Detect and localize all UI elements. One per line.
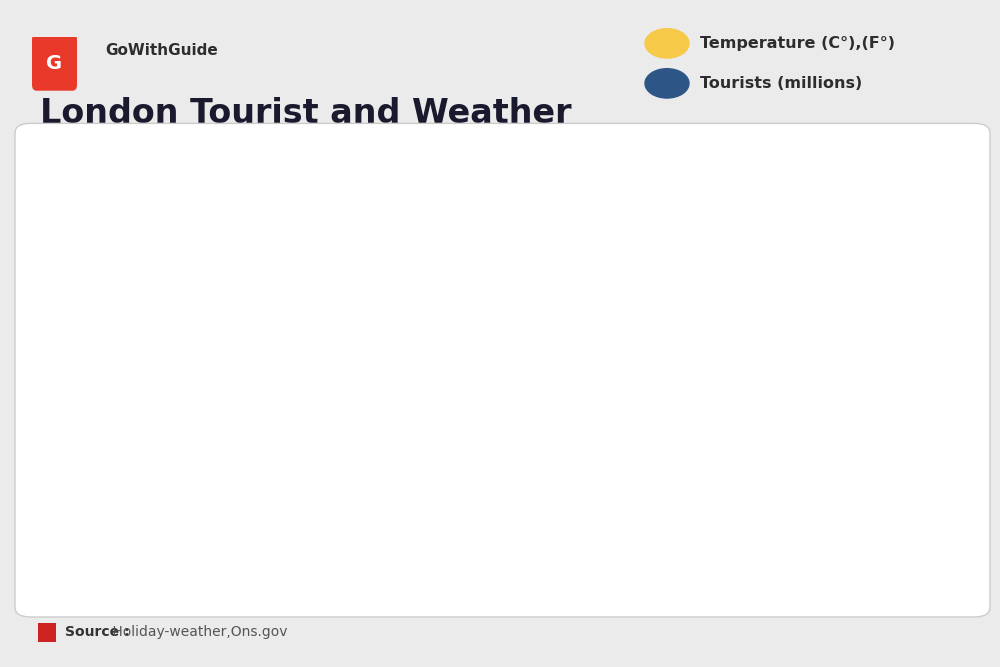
Bar (509, 277, 544, 564)
Text: GoWithGuide: GoWithGuide (105, 43, 218, 57)
Text: London Tourist and Weather: London Tourist and Weather (40, 97, 572, 129)
Text: Temperature (C°),(F°): Temperature (C°),(F°) (700, 36, 895, 51)
Bar (383, 334, 417, 564)
Bar (319, 340, 354, 564)
Bar (573, 271, 607, 564)
Y-axis label: Tourists (millions): Tourists (millions) (912, 305, 927, 439)
Bar (129, 390, 164, 564)
Text: Source :: Source : (65, 626, 130, 639)
Bar (256, 348, 291, 564)
Bar (636, 348, 671, 564)
Text: Tourists (millions): Tourists (millions) (700, 76, 862, 91)
Bar (763, 354, 797, 564)
Y-axis label: Temperature (C°),(F°): Temperature (C°),(F°) (20, 289, 35, 454)
Text: Holiday-weather,Ons.gov: Holiday-weather,Ons.gov (108, 626, 288, 639)
Text: G: G (46, 54, 63, 73)
Bar (699, 334, 734, 564)
Bar (826, 340, 861, 564)
Bar (446, 313, 481, 564)
FancyBboxPatch shape (32, 34, 77, 91)
Bar (193, 410, 227, 564)
